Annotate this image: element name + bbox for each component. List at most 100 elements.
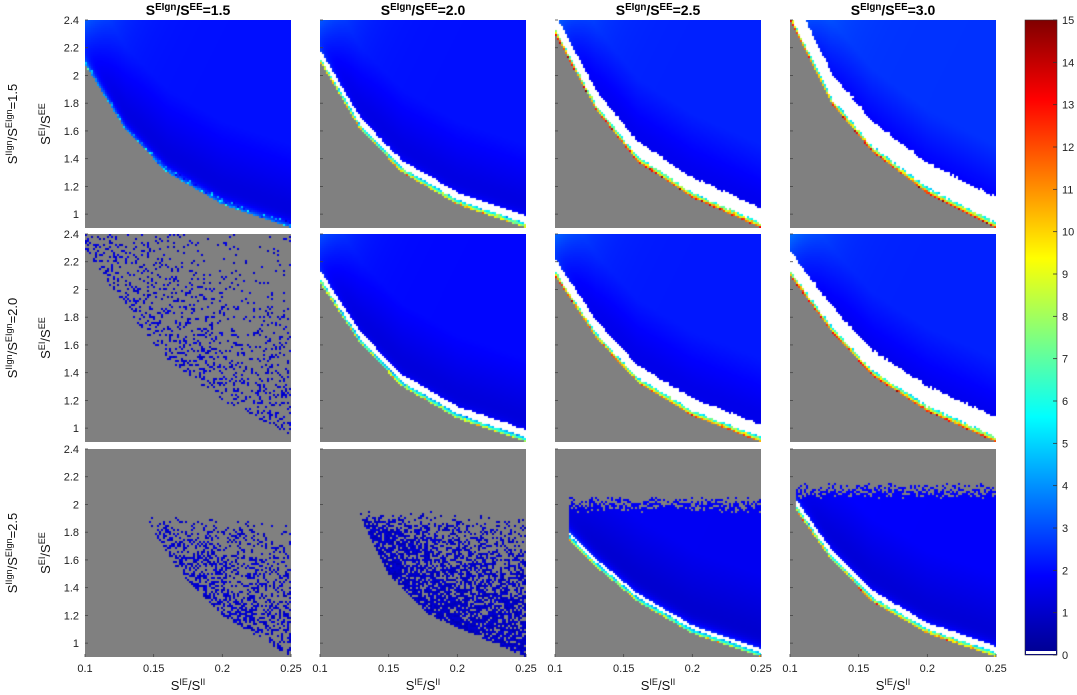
- y-tick-label: 1.2: [64, 181, 79, 193]
- y-axis-label-3-part: EE: [37, 532, 47, 544]
- colorbar-tick-label: 3: [1062, 523, 1068, 535]
- colorbar-tick-label: 10: [1062, 227, 1074, 239]
- row-title-3-part: =2.5: [5, 513, 20, 539]
- x-tick-label: 0.15: [848, 663, 869, 675]
- x-axis-label-1-part: II: [200, 677, 205, 687]
- column-title-2-part: EIgn: [390, 2, 411, 13]
- x-tick-label: 0.15: [613, 663, 634, 675]
- y-tick-label: 2.4: [64, 444, 79, 456]
- row-title-1-part: IIgn: [4, 140, 14, 155]
- colorbar-tick-label: 2: [1062, 565, 1068, 577]
- y-axis-label-3-part: EI: [37, 557, 47, 566]
- y-tick-label: 1.8: [64, 98, 79, 110]
- column-title-2-part: =2.0: [438, 2, 466, 18]
- column-title-2: SEIgn/SEE=2.0: [381, 2, 466, 19]
- colorbar-tick-label: 1: [1062, 608, 1068, 620]
- y-axes: 11.21.41.61.822.22.4SEI/SEE11.21.41.61.8…: [37, 15, 793, 650]
- x-tick-label: 0.25: [515, 663, 536, 675]
- heatmap-panel-r0-c3: [790, 20, 996, 228]
- x-axis-label-3-part: S: [641, 678, 650, 693]
- column-title-3: SEIgn/SEE=2.5: [616, 2, 701, 19]
- y-tick-label: 1: [73, 423, 79, 435]
- x-tick-label: 0.2: [450, 663, 465, 675]
- y-tick-label: 1.4: [64, 154, 79, 166]
- row-titles: SIIgn/SEIgn=1.5SIIgn/SEIgn=2.0SIIgn/SEIg…: [4, 84, 20, 594]
- column-title-1-part: EE: [190, 2, 204, 13]
- row-title-2-part: /S: [5, 342, 20, 355]
- column-title-3-part: /S: [646, 2, 659, 18]
- column-title-4-part: =3.0: [908, 2, 936, 18]
- y-tick-label: 1: [73, 209, 79, 221]
- column-titles: SEIgn/SEE=1.5 SEIgn/SEE=2.0 SEIgn/SEE=2.5 S…: [146, 2, 936, 19]
- y-axis-label-2-part: EE: [37, 317, 47, 329]
- x-axis-label-3: SIE/SII: [641, 677, 676, 693]
- y-tick-label: 1.2: [64, 395, 79, 407]
- x-tick-label: 0.1: [547, 663, 562, 675]
- column-title-1-part: EIgn: [155, 2, 176, 13]
- row-title-2: SIIgn/SEIgn=2.0: [4, 298, 20, 379]
- x-axis-label-1-part: S: [171, 678, 180, 693]
- column-title-2-part: /S: [411, 2, 424, 18]
- x-tick-label: 0.2: [920, 663, 935, 675]
- y-tick-label: 1: [73, 638, 79, 650]
- row-title-1-part: =1.5: [5, 84, 20, 110]
- colorbar-tick-label: 4: [1062, 481, 1068, 493]
- x-axis-label-2-part: II: [435, 677, 440, 687]
- heatmap-panel-r1-c0: [85, 234, 291, 442]
- y-tick-label: 1.4: [64, 368, 79, 380]
- colorbar-tick-label: 9: [1062, 269, 1068, 281]
- column-title-3-part: EE: [660, 2, 674, 13]
- y-tick-label: 1.6: [64, 126, 79, 138]
- row-title-2-part: =2.0: [5, 298, 20, 324]
- y-tick-label: 2.2: [64, 472, 79, 484]
- colorbar-tick-label: 8: [1062, 311, 1068, 323]
- column-title-1-part: =1.5: [203, 2, 231, 18]
- y-tick-label: 2.2: [64, 43, 79, 55]
- x-axis-label-4: SIE/SII: [876, 677, 911, 693]
- heatmap-panel-r0-c2: [555, 20, 761, 228]
- x-axis-label-2-part: S: [406, 678, 415, 693]
- y-axis-label-1-part: EE: [37, 103, 47, 115]
- column-title-2-part: EE: [425, 2, 439, 13]
- colorbar-tick-label: 5: [1062, 438, 1068, 450]
- x-axis-label-2-part: /S: [423, 678, 436, 693]
- column-title-1-part: S: [146, 2, 155, 18]
- column-title-1-part: /S: [176, 2, 189, 18]
- y-axis-label-1-part: EI: [37, 128, 47, 137]
- row-title-2-part: IIgn: [4, 354, 14, 369]
- x-axis-label-1: SIE/SII: [171, 677, 206, 693]
- y-tick-label: 2.4: [64, 15, 79, 27]
- x-axis-label-1-part: IE: [179, 677, 188, 687]
- heatmap-panel-r0-c0: [85, 20, 291, 228]
- y-tick-label: 2: [73, 499, 79, 511]
- row-title-3-part: S: [5, 584, 20, 593]
- column-title-4-part: S: [851, 2, 860, 18]
- colorbar-tick-label: 6: [1062, 396, 1068, 408]
- colorbar-gradient: [1024, 19, 1058, 656]
- x-axis-label-4-part: /S: [893, 678, 906, 693]
- x-tick-label: 0.1: [312, 663, 327, 675]
- column-title-3-part: S: [616, 2, 625, 18]
- column-title-3-part: =2.5: [673, 2, 701, 18]
- heatmap-panel-r1-c3: [790, 234, 996, 442]
- column-title-2-part: S: [381, 2, 390, 18]
- x-tick-label: 0.15: [378, 663, 399, 675]
- y-tick-label: 1.8: [64, 527, 79, 539]
- x-axis-label-3-part: II: [670, 677, 675, 687]
- y-axis-label-1-part: S: [38, 136, 53, 145]
- y-tick-label: 1.4: [64, 583, 79, 595]
- colorbar-tick-label: 12: [1062, 142, 1074, 154]
- column-title-3-part: EIgn: [625, 2, 646, 13]
- heatmap-panel-r1-c2: [555, 234, 761, 442]
- colorbar-min-swatch: [1026, 651, 1056, 654]
- y-axis-label-1-part: /S: [38, 115, 53, 128]
- column-title-4-part: EIgn: [860, 2, 881, 13]
- y-axis-label-3: SEI/SEE: [37, 532, 53, 574]
- colorbar-tick-label: 13: [1062, 100, 1074, 112]
- heatmap-panel-r2-c1: [320, 449, 526, 657]
- row-title-1-part: /S: [5, 128, 20, 141]
- heatmap-panel-r1-c1: [320, 234, 526, 442]
- y-tick-label: 2: [73, 70, 79, 82]
- heatmap-panel-r2-c3: [790, 449, 996, 657]
